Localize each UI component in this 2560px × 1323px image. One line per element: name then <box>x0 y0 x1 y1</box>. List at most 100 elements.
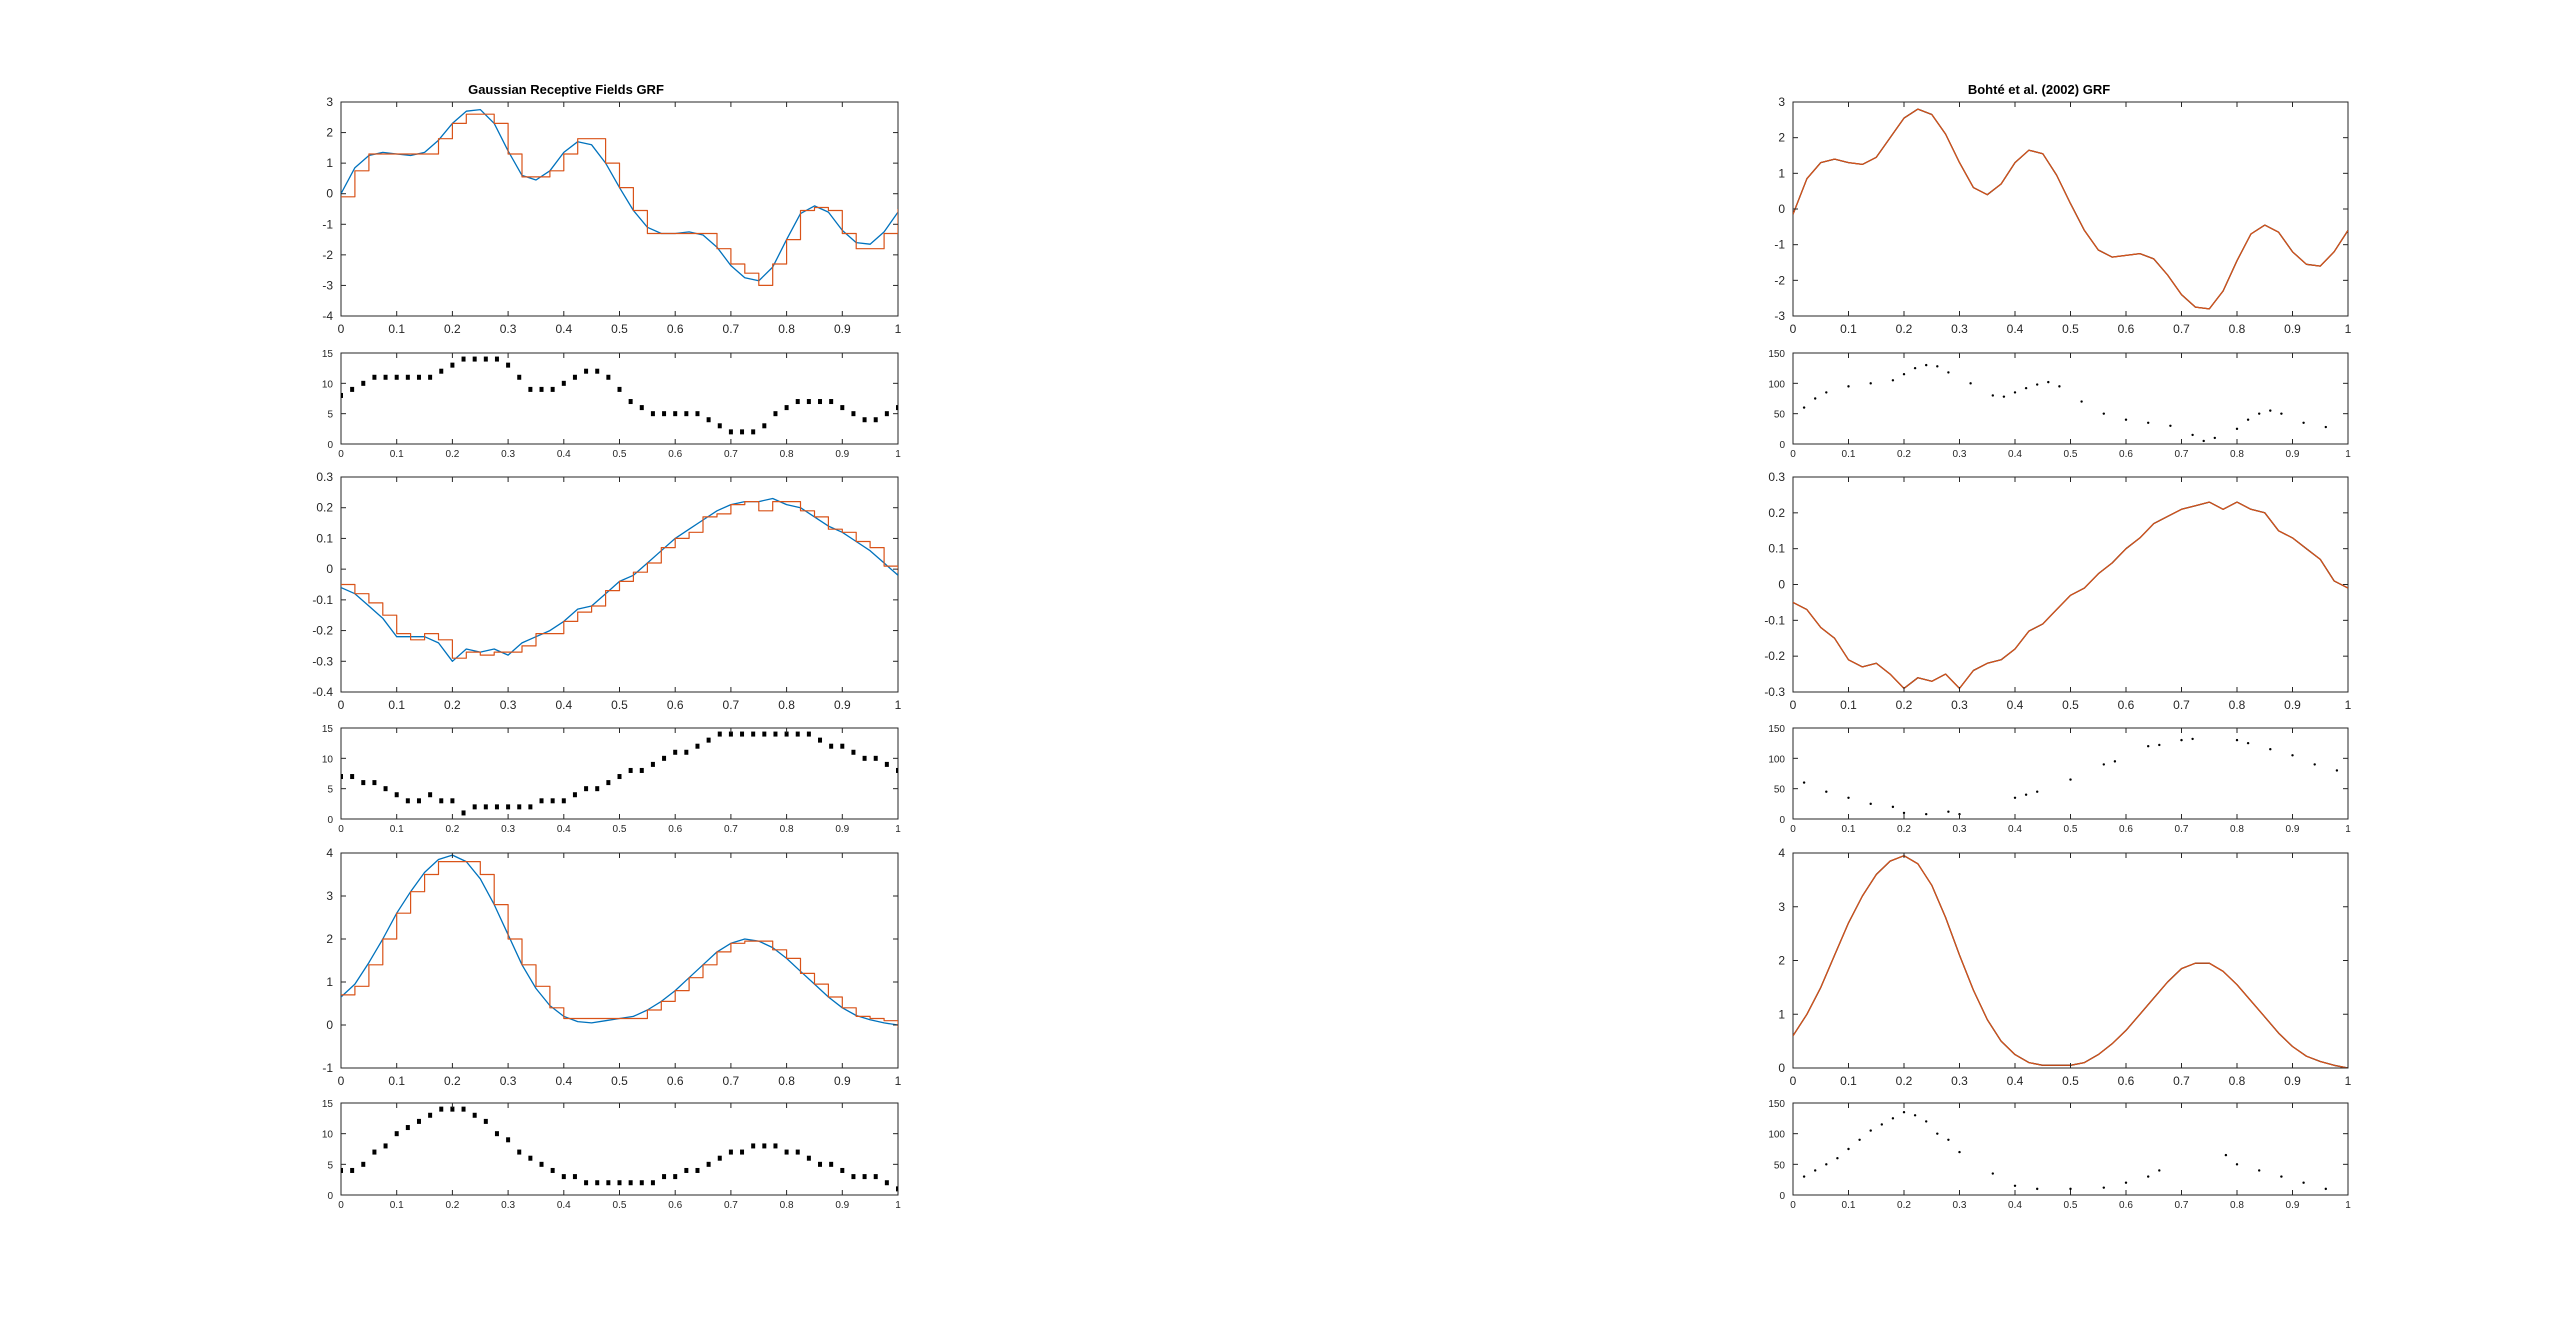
x-tick-label: 0.2 <box>1897 449 1911 460</box>
spike-point <box>383 1143 388 1149</box>
x-tick-label: 0.8 <box>2230 449 2244 460</box>
spike-point <box>2047 380 2050 384</box>
spike-point <box>2191 737 2194 741</box>
y-tick-label: -3 <box>322 278 333 292</box>
x-tick-label: 0 <box>1790 698 1797 712</box>
spike-point <box>673 411 678 417</box>
x-tick-label: 0 <box>1790 322 1797 336</box>
x-tick-label: 1 <box>2345 824 2351 835</box>
spike-point <box>1991 394 1995 397</box>
spike-point <box>784 1149 789 1155</box>
spike-point <box>550 1167 555 1173</box>
spike-point <box>617 1180 622 1186</box>
spike-point <box>695 411 700 417</box>
spike-point <box>762 1143 767 1149</box>
x-tick-label: 0.3 <box>1951 698 1968 712</box>
x-tick-label: 0.1 <box>1840 1074 1857 1088</box>
spike-point <box>1913 1114 1917 1117</box>
x-tick-label: 0.3 <box>500 698 517 712</box>
spike-point <box>383 786 388 792</box>
x-tick-label: 0.3 <box>1953 449 1967 460</box>
x-tick-label: 0.1 <box>1840 322 1857 336</box>
x-tick-label: 0.4 <box>2008 824 2022 835</box>
spike-point <box>472 804 477 810</box>
spike-point <box>628 767 633 773</box>
spike-point <box>2013 796 2017 799</box>
x-tick-label: 0 <box>338 698 345 712</box>
plot-area-grf-spikes-2 <box>340 727 899 820</box>
x-tick-label: 0 <box>338 1074 345 1088</box>
spike-point <box>461 356 466 362</box>
spike-point <box>728 1149 733 1155</box>
x-tick-label: 0.7 <box>724 1200 738 1211</box>
x-tick-label: 0.8 <box>2229 698 2246 712</box>
x-tick-label: 1 <box>2345 322 2352 336</box>
y-tick-label: 100 <box>1768 1130 1785 1141</box>
spike-point <box>1902 373 1906 376</box>
spike-point <box>2036 790 2039 793</box>
spike-point <box>851 1174 856 1180</box>
spike-point <box>1891 379 1895 382</box>
x-tick-label: 0.5 <box>2062 698 2079 712</box>
x-tick-label: 0.3 <box>501 449 515 460</box>
spike-point <box>372 374 377 380</box>
spike-point <box>684 1167 689 1173</box>
y-tick-label: 0 <box>1778 578 1785 592</box>
spike-point <box>818 1161 823 1167</box>
series-line-reconstruction <box>1793 501 2348 689</box>
spike-point <box>428 374 433 380</box>
subplot-bohte-spikes-2: 0 0.1 0.2 0.3 0.4 0.5 0.6 0.7 0.8 0.9 1 0 50 100 150 <box>1768 724 2351 835</box>
spike-point <box>572 374 577 380</box>
y-tick-label: 0 <box>327 1191 333 1202</box>
spike-point <box>773 731 778 737</box>
x-tick-label: 0.6 <box>668 1200 682 1211</box>
spike-point <box>506 804 511 810</box>
x-tick-label: 0.8 <box>780 1200 794 1211</box>
spike-point <box>2313 763 2316 766</box>
spike-point <box>639 405 644 411</box>
x-tick-label: 0.8 <box>2229 322 2246 336</box>
y-tick-label: 15 <box>322 1099 334 1110</box>
y-tick-label: 0 <box>1779 1191 1785 1202</box>
spike-point <box>784 405 789 411</box>
spike-point <box>1902 1111 1906 1114</box>
spike-point <box>1880 1123 1884 1126</box>
y-tick-label: 0.2 <box>316 501 333 515</box>
x-tick-label: 0.6 <box>2119 1200 2133 1211</box>
spike-point <box>673 749 678 755</box>
spike-point <box>851 749 856 755</box>
y-tick-label: 0 <box>326 187 333 201</box>
spike-point <box>762 423 767 429</box>
x-tick-label: 0.1 <box>1842 1200 1856 1211</box>
y-tick-label: 15 <box>322 349 334 360</box>
x-tick-label: 0.9 <box>2286 449 2300 460</box>
x-tick-label: 0.8 <box>2230 824 2244 835</box>
x-tick-label: 1 <box>895 698 902 712</box>
x-tick-label: 0.9 <box>2284 698 2301 712</box>
spike-point <box>795 399 800 405</box>
y-tick-label: 5 <box>327 785 333 796</box>
spike-point <box>1814 397 1817 400</box>
x-tick-label: 0.8 <box>2230 1200 2244 1211</box>
spike-point <box>873 1174 878 1180</box>
spike-point <box>472 1112 477 1118</box>
x-tick-label: 0.5 <box>613 1200 627 1211</box>
y-tick-label: 0.3 <box>1768 470 1785 484</box>
y-tick-label: 2 <box>326 932 333 946</box>
y-tick-label: 3 <box>326 889 333 903</box>
y-tick-label: 50 <box>1774 1160 1786 1171</box>
spike-point <box>740 429 745 435</box>
spike-point <box>1802 1175 1806 1178</box>
spike-point <box>617 774 622 780</box>
spike-point <box>706 417 711 423</box>
spike-point <box>1969 382 1972 385</box>
spike-point <box>539 798 544 804</box>
x-tick-label: 0.4 <box>2008 449 2022 460</box>
spike-point <box>1936 365 1939 368</box>
spike-point <box>483 804 488 810</box>
spike-point <box>2169 424 2172 427</box>
spike-point <box>2102 1186 2105 1189</box>
spike-point <box>1891 805 1895 809</box>
